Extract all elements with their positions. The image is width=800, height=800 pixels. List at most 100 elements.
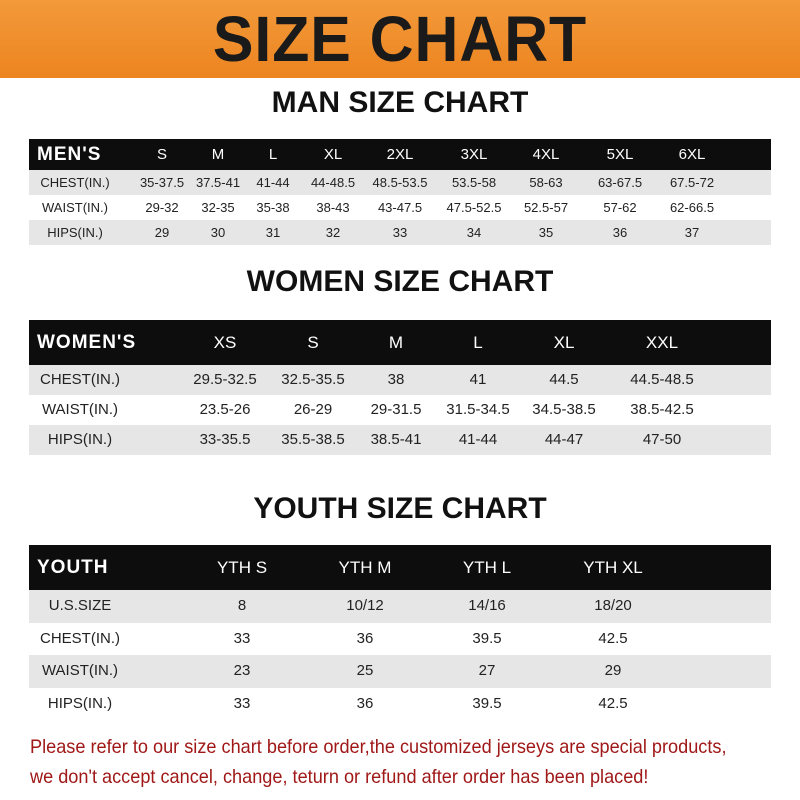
row-label: WAIST(IN.) — [41, 662, 119, 679]
table-cell: 18/20 — [594, 597, 632, 614]
row-label: HIPS(IN.) — [47, 694, 113, 712]
table-cell: 57-62 — [603, 200, 637, 215]
size-column-header: S — [156, 146, 168, 163]
table-header-row: WOMEN'S XS S M L XL XXL — [29, 320, 771, 365]
table-cell: 42.5 — [598, 629, 628, 647]
table-cell: 43-47.5 — [377, 200, 423, 215]
table-cell: 26-29 — [293, 401, 333, 418]
table-cell: 29 — [604, 662, 622, 679]
table-cell: 41-44 — [458, 431, 498, 448]
table-cell: 37 — [684, 225, 700, 240]
table-cell: 38-43 — [316, 200, 350, 215]
table-cell: 38 — [387, 371, 405, 388]
table-row: HIPS(IN.) 33 36 39.5 42.5 — [29, 687, 771, 720]
table-cell: 62-66.5 — [669, 200, 715, 215]
table-cell: 31.5-34.5 — [446, 401, 510, 418]
order-notice: Please refer to our size chart before or… — [30, 736, 727, 788]
table-cell: 32-35 — [201, 200, 235, 215]
table-cell: 36 — [612, 225, 628, 240]
table-cell: 48.5-53.5 — [372, 175, 428, 190]
table-cell: 33 — [233, 629, 251, 647]
table-cell: 29 — [154, 225, 170, 240]
size-column-header: S — [307, 333, 319, 352]
table-cell: 30 — [210, 225, 226, 240]
table-cell: 35-38 — [256, 200, 290, 215]
table-cell: 38.5-41 — [370, 431, 422, 448]
table-cell: 44.5-48.5 — [630, 371, 694, 388]
table-cell: 25 — [356, 662, 374, 679]
size-column-header: YTH M — [338, 558, 392, 577]
table-cell: 34.5-38.5 — [532, 401, 596, 418]
table-row: HIPS(IN.) 33-35.5 35.5-38.5 38.5-41 41-44 44-… — [29, 425, 771, 455]
table-cell: 37.5-41 — [195, 175, 241, 190]
table-label-header: WOMEN'S — [37, 332, 137, 353]
table-cell: 42.5 — [598, 694, 628, 712]
table-cell: 47-50 — [642, 431, 682, 448]
table-header-row: YOUTH YTH S YTH M YTH L YTH XL — [29, 545, 771, 590]
size-column-header: 4XL — [532, 146, 560, 163]
size-column-header: 6XL — [678, 146, 706, 163]
table-cell: 27 — [478, 662, 496, 679]
size-column-header: M — [388, 333, 404, 352]
row-label: WAIST(IN.) — [41, 401, 119, 418]
table-cell: 35 — [538, 225, 554, 240]
table-label-header: MEN'S — [37, 144, 102, 165]
table-cell: 33 — [392, 225, 408, 240]
size-column-header: YTH XL — [583, 558, 643, 577]
table-cell: 44-47 — [544, 431, 584, 448]
table-cell: 39.5 — [472, 694, 502, 712]
men-section-title: MAN SIZE CHART — [271, 86, 529, 119]
youth-section-title: YOUTH SIZE CHART — [253, 492, 547, 525]
table-cell: 32.5-35.5 — [281, 371, 345, 388]
table-row: WAIST(IN.) 29-32 32-35 35-38 38-43 43-47.5 47.… — [29, 195, 771, 220]
table-cell: 33 — [233, 694, 251, 712]
size-column-header: XS — [213, 333, 237, 352]
table-cell: 47.5-52.5 — [446, 200, 502, 215]
title-banner: SIZE CHART — [0, 0, 800, 78]
table-cell: 31 — [265, 225, 281, 240]
table-cell: 29-31.5 — [370, 401, 422, 418]
table-cell: 23.5-26 — [199, 401, 251, 418]
table-cell: 39.5 — [472, 629, 502, 647]
row-label: CHEST(IN.) — [40, 175, 110, 190]
table-cell: 41 — [469, 371, 487, 388]
table-cell: 33-35.5 — [199, 431, 251, 448]
size-column-header: XL — [553, 333, 575, 352]
size-column-header: L — [268, 146, 278, 163]
table-cell: 23 — [233, 662, 251, 679]
table-cell: 36 — [356, 629, 374, 647]
table-cell: 35-37.5 — [139, 175, 185, 190]
table-cell: 44.5 — [549, 371, 579, 388]
row-label: HIPS(IN.) — [47, 225, 103, 240]
table-cell: 53.5-58 — [451, 175, 497, 190]
table-row: HIPS(IN.) 29 30 31 32 33 34 35 36 37 — [29, 220, 771, 245]
size-column-header: 2XL — [386, 146, 414, 163]
size-column-header: YTH L — [462, 558, 512, 577]
table-row: WAIST(IN.) 23.5-26 26-29 29-31.5 31.5-34.5 34… — [29, 395, 771, 425]
table-cell: 29.5-32.5 — [193, 371, 257, 388]
size-column-header: 3XL — [460, 146, 488, 163]
table-row: CHEST(IN.) 33 36 39.5 42.5 — [29, 622, 771, 655]
table-cell: 41-44 — [256, 175, 290, 190]
table-cell: 32 — [325, 225, 341, 240]
size-column-header: M — [211, 146, 225, 163]
size-column-header: 5XL — [606, 146, 634, 163]
row-label: U.S.SIZE — [48, 597, 112, 614]
size-column-header: L — [473, 333, 483, 352]
table-cell: 35.5-38.5 — [281, 431, 345, 448]
row-label: HIPS(IN.) — [47, 431, 113, 448]
table-cell: 52.5-57 — [523, 200, 569, 215]
table-cell: 34 — [466, 225, 482, 240]
size-column-header: XL — [323, 146, 343, 163]
size-column-header: YTH S — [216, 558, 268, 577]
women-section-title: WOMEN SIZE CHART — [246, 265, 554, 298]
table-cell: 29-32 — [145, 200, 179, 215]
table-cell: 58-63 — [529, 175, 563, 190]
table-header-row: MEN'S S M L XL 2XL 3XL 4XL 5XL 6XL — [29, 139, 771, 170]
table-cell: 10/12 — [346, 597, 384, 614]
table-cell: 14/16 — [468, 597, 506, 614]
table-row: WAIST(IN.) 23 25 27 29 — [29, 655, 771, 688]
table-cell: 8 — [237, 597, 247, 614]
table-row: CHEST(IN.) 29.5-32.5 32.5-35.5 38 41 44.5 44.5… — [29, 365, 771, 395]
table-cell: 36 — [356, 694, 374, 712]
